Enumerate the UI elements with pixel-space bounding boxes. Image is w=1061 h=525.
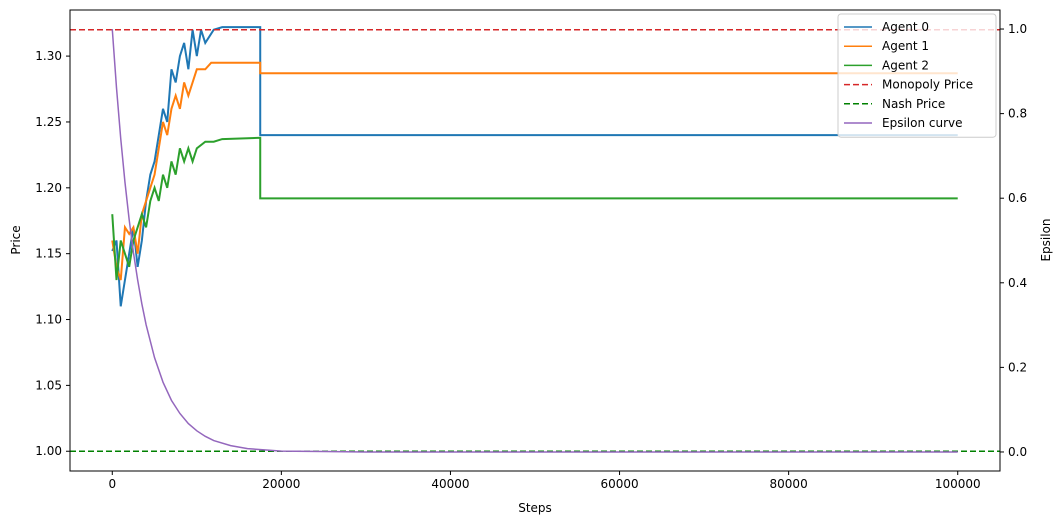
series-layer: [70, 26, 1000, 453]
legend-label: Agent 0: [882, 20, 929, 34]
legend-label: Epsilon curve: [882, 116, 963, 130]
y-tick-label: 1.30: [35, 49, 62, 63]
legend-box: [837, 13, 997, 138]
x-axis: 0 20000 40000 60000 80000 100000: [108, 471, 981, 491]
y2-tick-label: 0.8: [1008, 107, 1027, 121]
series-line-epsilon-curve: [111, 28, 958, 453]
y-tick-label: 1.25: [35, 115, 62, 129]
legend-label: Agent 2: [882, 58, 929, 72]
y-axis-label: Price: [9, 225, 23, 254]
y-tick-label: 1.00: [35, 444, 62, 458]
x-tick-label: 40000: [431, 477, 469, 491]
y-tick-label: 1.05: [35, 378, 62, 392]
legend-label: Agent 1: [882, 39, 929, 53]
x-tick-label: 20000: [262, 477, 300, 491]
legend-label: Monopoly Price: [882, 78, 973, 92]
y-axis-left: 1.00 1.05 1.10 1.15 1.20 1.25 1.30: [35, 49, 70, 458]
legend: Agent 0 Agent 1 Agent 2 Monopoly Price Nash …: [837, 13, 997, 138]
y-tick-label: 1.10: [35, 313, 62, 327]
y2-tick-label: 0.4: [1008, 276, 1027, 290]
series-line-agent-2: [111, 136, 958, 281]
y-tick-label: 1.15: [35, 247, 62, 261]
plot-frame: [69, 9, 1001, 472]
x-axis-label: Steps: [518, 501, 552, 515]
x-tick-label: 100000: [935, 477, 981, 491]
x-tick-label: 60000: [600, 477, 638, 491]
y2-tick-label: 1.0: [1008, 22, 1027, 36]
x-tick-label: 0: [108, 477, 116, 491]
x-tick-label: 80000: [770, 477, 808, 491]
y2-tick-label: 0.0: [1008, 445, 1027, 459]
y2-axis-label: Epsilon: [1039, 218, 1053, 261]
y2-tick-label: 0.2: [1008, 360, 1027, 374]
y-tick-label: 1.20: [35, 181, 62, 195]
legend-label: Nash Price: [882, 97, 945, 111]
y-axis-right: 0.0 0.2 0.4 0.6 0.8 1.0: [1000, 22, 1027, 459]
y2-tick-label: 0.6: [1008, 191, 1027, 205]
